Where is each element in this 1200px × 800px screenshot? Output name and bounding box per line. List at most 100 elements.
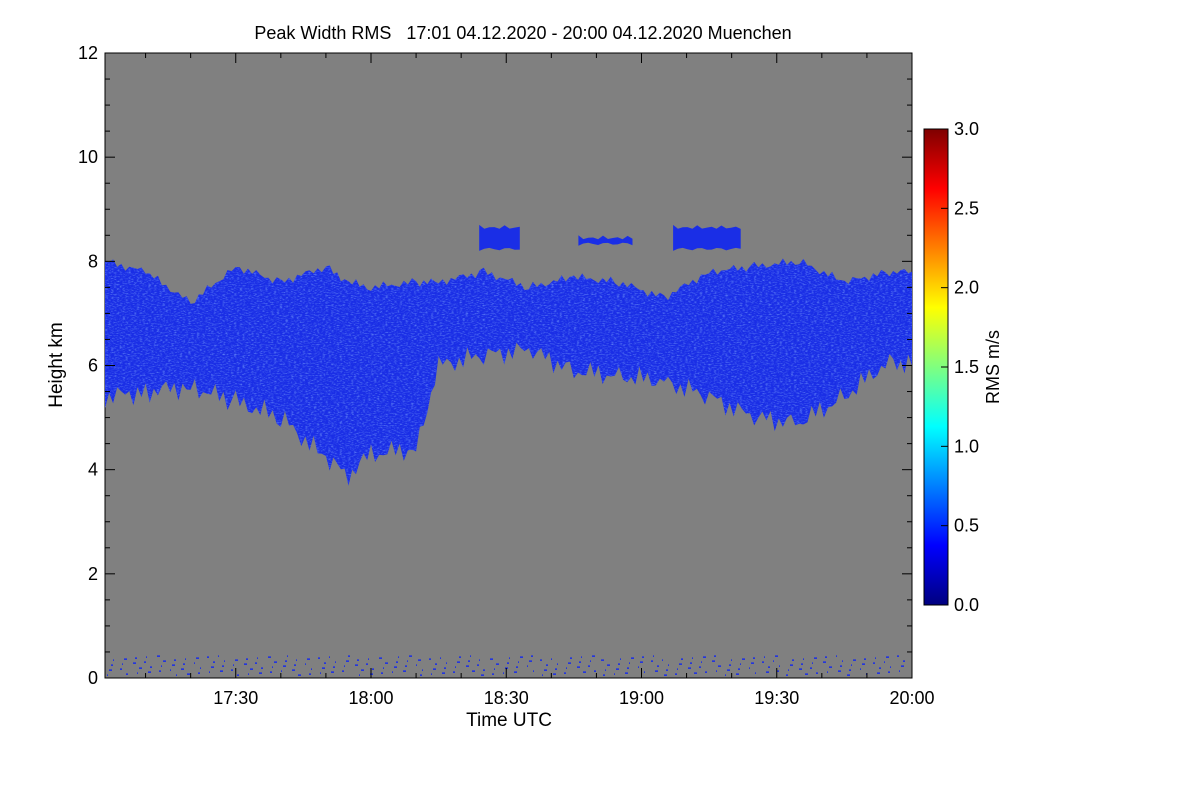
upper-cloud-patch bbox=[673, 224, 741, 251]
ground-clutter bbox=[446, 662, 447, 664]
ground-clutter bbox=[705, 671, 707, 673]
colorbar-tick-label: 0.0 bbox=[954, 595, 979, 615]
ground-clutter bbox=[773, 660, 774, 662]
ground-clutter bbox=[135, 657, 137, 659]
data-layer bbox=[105, 224, 912, 676]
ground-clutter bbox=[740, 663, 741, 665]
ground-clutter bbox=[137, 672, 138, 674]
ground-clutter bbox=[688, 667, 691, 669]
ground-clutter bbox=[655, 670, 658, 672]
y-tick-label: 12 bbox=[78, 43, 98, 63]
ground-clutter bbox=[457, 661, 460, 663]
ground-clutter bbox=[664, 674, 667, 676]
ground-clutter bbox=[307, 658, 310, 660]
ground-clutter bbox=[150, 666, 152, 668]
ground-clutter bbox=[442, 672, 445, 674]
ground-clutter bbox=[838, 670, 841, 672]
ground-clutter bbox=[431, 673, 432, 675]
ground-clutter bbox=[568, 662, 571, 664]
ground-clutter bbox=[231, 669, 233, 671]
ground-clutter bbox=[359, 674, 360, 676]
ground-clutter bbox=[124, 658, 127, 660]
ground-clutter bbox=[200, 667, 201, 669]
ground-clutter bbox=[233, 664, 234, 666]
ground-clutter bbox=[109, 669, 112, 671]
ground-clutter bbox=[588, 665, 590, 667]
ground-clutter bbox=[357, 659, 359, 661]
x-tick-label: 18:00 bbox=[348, 688, 393, 708]
axes: 17:30 18:00 18:30 19:00 19:30 20:00 0 2 4 6 8 10 12 bbox=[78, 43, 935, 708]
ground-clutter bbox=[529, 660, 532, 662]
ground-clutter bbox=[533, 670, 534, 672]
ground-clutter bbox=[823, 661, 826, 663]
ground-clutter bbox=[736, 673, 739, 675]
ground-clutter bbox=[246, 658, 248, 660]
ground-clutter bbox=[366, 663, 368, 665]
ground-clutter bbox=[546, 664, 548, 666]
ground-clutter bbox=[237, 674, 239, 676]
ground-clutter bbox=[601, 659, 604, 661]
ground-clutter bbox=[268, 656, 271, 658]
ground-clutter bbox=[309, 673, 311, 675]
ground-clutter bbox=[496, 663, 499, 665]
x-axis-label: Time UTC bbox=[466, 710, 552, 731]
ground-clutter bbox=[618, 663, 620, 665]
ground-clutter bbox=[553, 673, 556, 675]
ground-clutter bbox=[518, 661, 519, 663]
ground-clutter bbox=[220, 670, 223, 672]
ground-clutter bbox=[383, 667, 384, 669]
ground-clutter bbox=[764, 656, 765, 658]
ground-clutter bbox=[779, 665, 780, 667]
ground-clutter bbox=[829, 666, 832, 668]
ground-clutter bbox=[516, 666, 518, 668]
ground-clutter bbox=[690, 662, 692, 664]
ground-clutter bbox=[836, 655, 837, 657]
ground-clutter bbox=[712, 660, 715, 662]
ground-clutter bbox=[625, 672, 628, 674]
ground-clutter bbox=[766, 671, 769, 673]
ground-clutter bbox=[161, 665, 162, 667]
ground-clutter bbox=[853, 659, 856, 661]
ground-clutter bbox=[788, 669, 789, 671]
ground-clutter bbox=[812, 662, 813, 664]
ground-clutter bbox=[520, 656, 523, 658]
ground-clutter bbox=[875, 657, 876, 659]
ground-clutter bbox=[731, 659, 732, 661]
ground-clutter bbox=[211, 666, 214, 668]
ground-clutter bbox=[540, 659, 542, 661]
ground-clutter bbox=[183, 663, 185, 665]
ground-clutter bbox=[394, 666, 397, 668]
ground-clutter bbox=[403, 670, 406, 672]
ground-clutter bbox=[777, 670, 779, 672]
ground-clutter bbox=[292, 669, 295, 671]
ground-clutter bbox=[407, 660, 408, 662]
ground-clutter bbox=[514, 671, 517, 673]
y-axis-label: Height km bbox=[46, 322, 67, 408]
colorbar-tick-label: 2.5 bbox=[954, 198, 979, 218]
ground-clutter bbox=[296, 659, 297, 661]
ground-clutter bbox=[699, 666, 701, 668]
ground-clutter bbox=[631, 657, 634, 659]
ground-clutter bbox=[453, 671, 455, 673]
ground-clutter bbox=[849, 669, 851, 671]
ground-clutter bbox=[285, 660, 287, 662]
ground-clutter bbox=[209, 671, 210, 673]
chart-title: Peak Width RMS 17:01 04.12.2020 - 20:00 … bbox=[254, 23, 791, 43]
ground-clutter bbox=[755, 672, 756, 674]
y-tick-label: 8 bbox=[88, 251, 98, 271]
ground-clutter bbox=[694, 672, 697, 674]
ground-clutter bbox=[218, 655, 219, 657]
ground-clutter bbox=[666, 669, 668, 671]
ground-clutter bbox=[692, 657, 693, 659]
ground-clutter bbox=[318, 657, 320, 659]
x-tick-label: 19:00 bbox=[619, 688, 664, 708]
ground-clutter bbox=[418, 659, 421, 661]
ground-clutter bbox=[653, 655, 654, 657]
ground-clutter bbox=[163, 660, 166, 662]
ground-clutter bbox=[873, 662, 875, 664]
ground-clutter bbox=[614, 673, 615, 675]
ground-clutter bbox=[435, 663, 437, 665]
ground-clutter bbox=[847, 674, 850, 676]
ground-clutter bbox=[605, 669, 606, 671]
ground-clutter bbox=[479, 659, 480, 661]
